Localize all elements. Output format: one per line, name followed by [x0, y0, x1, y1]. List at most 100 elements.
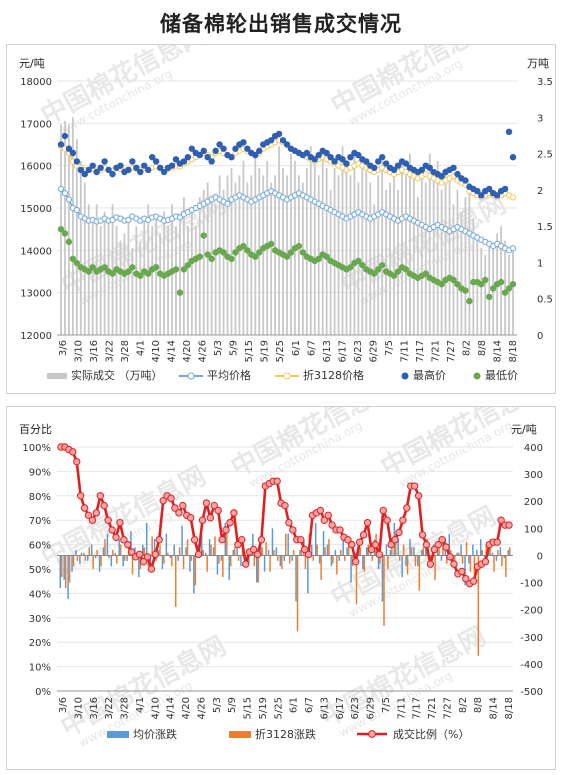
x-tick-label: 7/11: [396, 697, 407, 719]
avg-change-bar: [326, 544, 329, 556]
low-price-point: [129, 264, 136, 271]
low-price-point: [394, 268, 402, 275]
low-price-point: [283, 253, 291, 260]
volume-bar: [190, 211, 193, 335]
x-tick-label: 3/28: [120, 340, 131, 362]
x-tick-label: 8/2: [458, 697, 469, 713]
volume-bar: [484, 255, 487, 335]
high-price-point: [371, 164, 378, 171]
low-price-point: [137, 272, 144, 279]
low-price-point: [196, 253, 203, 260]
volume-bar: [71, 117, 74, 336]
change3128-bar: [438, 544, 440, 556]
ratio-point: [458, 567, 466, 576]
high-price-point: [244, 145, 251, 152]
high-price-point: [283, 141, 291, 148]
low-price-point: [359, 261, 366, 269]
x-tick-label: 6/17: [335, 697, 346, 719]
volume-bar: [353, 153, 356, 335]
avg-change-bar: [350, 555, 352, 583]
x-tick-label: 3/22: [105, 340, 116, 362]
low-price-point: [402, 266, 410, 273]
change3128-bar: [265, 541, 267, 556]
high-price-point: [180, 158, 188, 165]
avg-change-bar: [476, 550, 478, 556]
avg-change-bar: [67, 555, 69, 599]
ratio-point: [391, 536, 399, 544]
volume-bar: [424, 182, 427, 335]
y-left-tick-label: 70%: [29, 516, 51, 527]
low-price-point: [267, 240, 275, 248]
low-price-point: [299, 249, 307, 256]
high-price-point: [343, 160, 350, 167]
x-tick-label: 4/14: [167, 340, 178, 362]
change3128-bar: [300, 547, 303, 556]
x-tick-label: 7/5: [384, 340, 395, 356]
volume-bar: [373, 204, 376, 335]
avg-change-bar: [460, 544, 462, 556]
avg-change-bar: [181, 525, 183, 556]
high-price-point: [382, 160, 390, 167]
legend-swatch-volume: [47, 373, 67, 379]
x-tick-label: 4/20: [181, 697, 192, 719]
avg-change-bar: [259, 544, 262, 556]
change3128-bar: [465, 541, 468, 556]
price3128-point: [509, 194, 517, 201]
high-price-point: [478, 192, 485, 199]
high-price-point: [101, 158, 108, 165]
high-price-point: [390, 166, 398, 174]
ratio-point: [198, 516, 207, 524]
low-price-point: [438, 281, 445, 288]
change3128-bar: [119, 544, 122, 556]
high-price-point: [188, 145, 196, 152]
high-price-point: [184, 154, 192, 161]
y-left-tick-label: 80%: [29, 492, 51, 503]
volume-bar: [246, 182, 249, 335]
high-price-point: [69, 149, 77, 157]
y-right-tick-label: -200: [520, 606, 543, 617]
y-right-tick-label: 0.5: [537, 295, 553, 306]
high-price-point: [474, 187, 481, 195]
high-price-point: [454, 170, 461, 178]
volume-bar: [68, 124, 70, 336]
change3128-bar: [336, 555, 338, 575]
high-price-point: [462, 177, 469, 184]
low-price-point: [390, 272, 398, 279]
high-price-point: [81, 170, 88, 178]
high-price-point: [196, 151, 203, 159]
high-price-point: [105, 166, 112, 174]
ratio-point: [120, 536, 128, 544]
change3128-bar: [497, 550, 499, 556]
avg-change-bar: [401, 555, 403, 578]
change3128-bar: [406, 555, 409, 575]
avg-change-bar: [138, 555, 140, 578]
avg-change-bar: [279, 555, 282, 567]
change3128-bar: [269, 555, 271, 572]
low-price-point: [200, 232, 207, 239]
ratio-point: [253, 550, 262, 559]
y-right-tick-label: 0: [537, 331, 543, 342]
page-title: 储备棉轮出销售成交情况: [160, 12, 402, 36]
legend-marker-ratio: [368, 730, 376, 738]
change3128-bar: [477, 555, 480, 656]
volume-bar: [230, 168, 233, 335]
volume-bar: [151, 226, 154, 335]
y-left-tick-label: 15000: [20, 204, 52, 215]
volume-bar: [143, 218, 146, 335]
change3128-bar: [96, 550, 98, 556]
avg-change-bar: [507, 550, 509, 556]
change3128-bar: [261, 547, 263, 556]
volume-bar: [409, 153, 411, 335]
low-price-point: [244, 247, 251, 254]
avg-change-bar: [436, 550, 439, 556]
avg-change-bar: [169, 555, 172, 559]
avg-change-bar: [165, 533, 168, 556]
change3128-bar: [320, 555, 322, 580]
avg-change-bar: [232, 550, 234, 556]
x-tick-label: 8/14: [492, 340, 503, 362]
change3128-bar: [509, 547, 511, 556]
change3128-bar: [253, 555, 256, 567]
volume-bar: [333, 168, 336, 335]
legend-marker-3128: [283, 372, 291, 380]
ratio-point: [151, 550, 160, 559]
